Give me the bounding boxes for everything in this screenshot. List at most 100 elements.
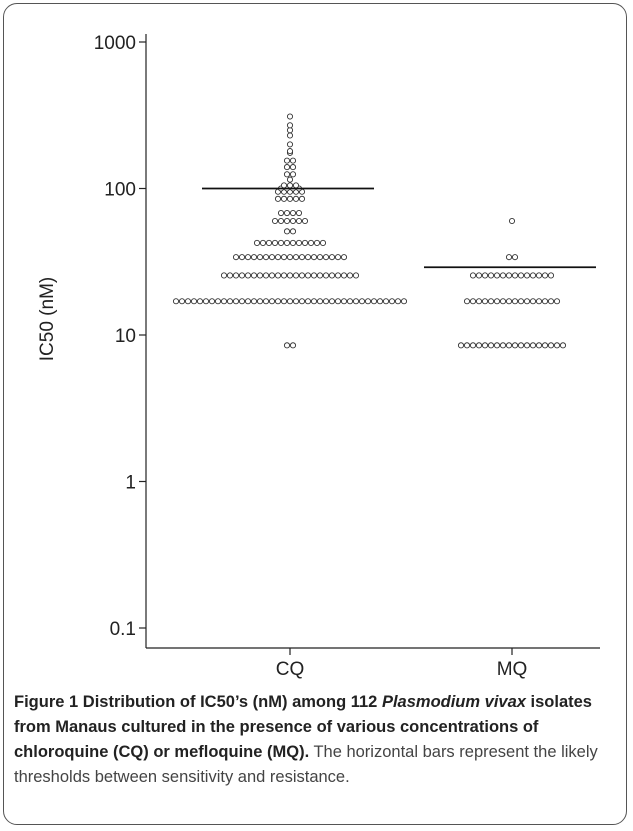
- data-point: [292, 195, 300, 202]
- data-point: [286, 141, 294, 148]
- data-point: [286, 127, 294, 134]
- data-point: [463, 342, 471, 349]
- data-point: [382, 298, 390, 305]
- data-point: [376, 298, 384, 305]
- data-point: [481, 298, 489, 305]
- data-point: [283, 164, 291, 171]
- x-tick-label: CQ: [276, 659, 305, 680]
- data-point: [238, 254, 246, 261]
- data-point: [274, 272, 282, 279]
- data-point: [226, 298, 234, 305]
- data-point: [172, 298, 180, 305]
- data-point: [364, 298, 372, 305]
- data-point: [277, 209, 285, 217]
- data-point: [289, 171, 297, 178]
- data-point: [535, 298, 543, 305]
- data-point: [334, 298, 342, 305]
- data-point: [220, 298, 228, 305]
- data-point: [493, 272, 501, 279]
- data-point: [511, 254, 519, 261]
- data-point: [328, 298, 336, 305]
- data-point: [541, 342, 549, 349]
- data-point: [256, 272, 264, 279]
- data-point: [292, 254, 300, 261]
- figure-caption: Figure 1 Distribution of IC50’s (nM) amo…: [14, 690, 617, 790]
- data-point: [457, 342, 465, 349]
- data-point: [280, 195, 288, 202]
- data-point: [463, 298, 471, 305]
- data-point: [346, 272, 354, 279]
- data-point: [256, 254, 264, 261]
- data-point: [517, 298, 525, 305]
- data-point: [301, 239, 309, 246]
- data-point: [274, 254, 282, 261]
- data-point: [289, 164, 297, 171]
- data-point: [319, 239, 327, 246]
- data-point: [334, 254, 342, 261]
- data-point: [475, 272, 483, 279]
- data-point: [346, 298, 354, 305]
- data-point: [505, 272, 513, 279]
- data-point: [265, 239, 273, 246]
- data-point: [280, 182, 288, 189]
- data-point: [283, 239, 291, 246]
- data-point: [286, 176, 294, 183]
- data-point: [340, 298, 348, 305]
- data-point: [232, 272, 240, 279]
- data-point: [469, 272, 477, 279]
- data-point: [268, 272, 276, 279]
- data-point: [523, 298, 531, 305]
- data-point: [328, 254, 336, 261]
- data-point: [250, 254, 258, 261]
- data-point: [481, 272, 489, 279]
- data-point: [286, 195, 294, 202]
- dot-plot-chart: 0.1 1 10 100 1000 CQ MQ IC50 (nM): [37, 33, 600, 680]
- y-tick-label: 10: [115, 326, 136, 347]
- data-point: [505, 342, 513, 349]
- data-point: [322, 298, 330, 305]
- data-point: [388, 298, 396, 305]
- data-point: [316, 272, 324, 279]
- data-point: [481, 342, 489, 349]
- data-point: [559, 342, 567, 349]
- data-point: [529, 272, 537, 279]
- data-point: [283, 157, 291, 164]
- data-point: [517, 272, 525, 279]
- data-point: [340, 272, 348, 279]
- data-point: [535, 342, 543, 349]
- data-point: [202, 298, 210, 305]
- data-point: [295, 217, 303, 225]
- data-point: [529, 342, 537, 349]
- data-point: [208, 298, 216, 305]
- data-point: [274, 195, 282, 202]
- y-axis-label: IC50 (nM): [37, 277, 58, 361]
- data-point: [511, 272, 519, 279]
- data-point: [283, 171, 291, 178]
- data-point: [190, 298, 198, 305]
- data-point: [499, 272, 507, 279]
- data-point: [232, 254, 240, 261]
- caption-bold-1: Distribution of IC50’s (nM) among 112: [78, 693, 382, 711]
- data-point: [286, 132, 294, 139]
- data-point: [271, 217, 279, 225]
- data-point: [244, 272, 252, 279]
- data-point: [289, 157, 297, 164]
- data-point: [541, 298, 549, 305]
- data-point: [511, 298, 519, 305]
- data-point: [304, 272, 312, 279]
- data-point: [394, 298, 402, 305]
- data-point: [271, 239, 279, 246]
- data-point: [529, 298, 537, 305]
- data-point: [286, 254, 294, 261]
- data-point: [523, 272, 531, 279]
- data-point: [295, 209, 303, 217]
- data-point: [286, 298, 294, 305]
- data-point: [541, 272, 549, 279]
- data-point: [268, 298, 276, 305]
- data-point: [268, 254, 276, 261]
- threshold-bars: [202, 187, 596, 269]
- data-point: [289, 342, 297, 349]
- data-point: [253, 239, 261, 246]
- caption-label: Figure 1: [14, 693, 79, 711]
- data-point: [283, 217, 291, 225]
